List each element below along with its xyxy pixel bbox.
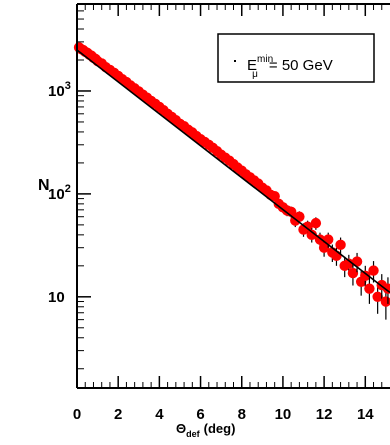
legend: Emin μ = 50 GeV: [217, 33, 375, 83]
x-tick-label: 8: [238, 406, 246, 423]
legend-label: Emin μ = 50 GeV: [247, 54, 333, 80]
data-marker: [372, 291, 383, 303]
data-marker: [310, 217, 322, 229]
data-marker: [302, 221, 313, 232]
y-tick-label: 102: [48, 183, 71, 203]
data-marker: [368, 265, 379, 276]
x-axis-subscript: def: [186, 429, 201, 439]
data-point: [347, 263, 359, 286]
data-point: [360, 265, 371, 289]
data-point: [364, 277, 375, 304]
y-tick-label: 103: [48, 80, 71, 100]
data-point: [372, 284, 383, 314]
legend-superscript: min: [257, 54, 273, 65]
data-marker: [318, 242, 330, 253]
x-tick-label: 6: [196, 406, 204, 423]
legend-subscript: μ: [252, 69, 258, 80]
legend-text: = 50 GeV: [269, 57, 333, 74]
data-marker: [360, 270, 371, 282]
data-point: [335, 237, 346, 254]
x-tick-label: 10: [275, 406, 292, 423]
x-tick-label: 4: [155, 406, 164, 423]
legend-box: [217, 33, 375, 83]
data-point: [269, 190, 280, 202]
fit-line: [76, 49, 390, 294]
data-point: [306, 228, 317, 243]
x-tick-label: 2: [114, 406, 122, 423]
data-point: [318, 240, 330, 257]
data-marker: [343, 258, 355, 269]
data-marker: [364, 283, 375, 294]
data-point: [302, 220, 313, 234]
data-marker: [323, 234, 334, 245]
legend-symbol: E: [247, 57, 257, 74]
data-marker: [306, 229, 317, 241]
data-marker: [347, 267, 359, 279]
y-tick-label: 10: [48, 289, 65, 306]
x-axis-unit: (deg): [204, 421, 236, 436]
x-axis-symbol: Θ: [176, 421, 186, 436]
data-marker: [335, 239, 346, 251]
data-point: [310, 217, 322, 230]
y-axis: 103 102 10: [48, 3, 91, 370]
x-tick-label: 14: [357, 406, 374, 423]
y-axis-label: N: [38, 177, 50, 194]
x-tick-label: 0: [73, 406, 81, 423]
data-marker: [269, 190, 280, 202]
x-tick-label: 12: [316, 406, 333, 423]
x-axis-label: Θdef (deg): [176, 421, 235, 439]
legend-marker: [234, 60, 236, 62]
x-axis: 0 2 4 6 8 10 12 14: [73, 4, 383, 423]
